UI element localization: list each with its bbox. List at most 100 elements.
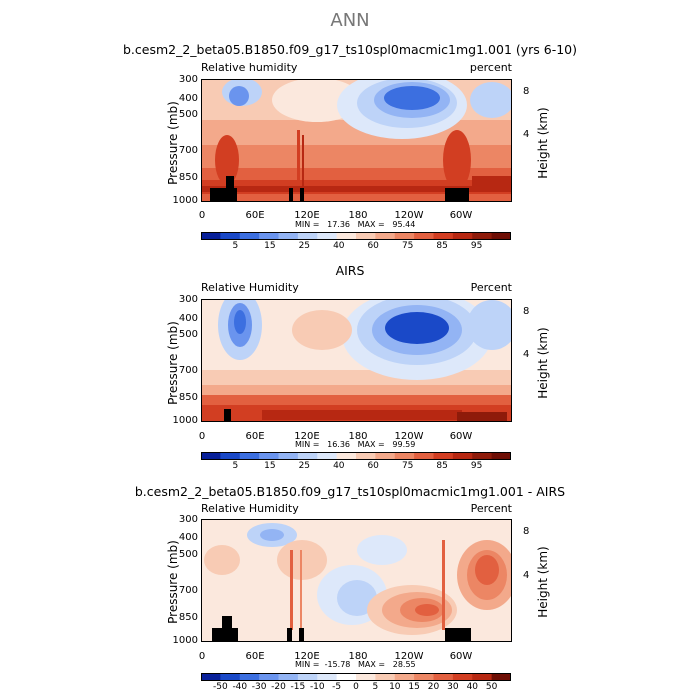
panel-title: b.cesm2_2_beta05.B1850.f09_g17_ts10spl0m…	[122, 42, 578, 57]
colorbar-swatch	[239, 232, 260, 240]
y-tick-label: 850	[178, 612, 198, 623]
colorbar-swatch	[317, 452, 338, 460]
colorbar-swatch	[356, 232, 376, 240]
colorbar-tick-label: 25	[298, 241, 311, 251]
colorbar-labels: 5 15 25 40 60 75 85 95	[201, 461, 511, 473]
colorbar-tick-label: 0	[353, 682, 359, 692]
colorbar-swatch	[472, 232, 493, 240]
colorbar-swatch	[259, 232, 280, 240]
colorbar-frame	[201, 673, 511, 681]
colorbar-swatch	[239, 673, 260, 681]
colorbar-swatch	[414, 452, 435, 460]
x-tick-label: 0	[198, 431, 206, 442]
x-tick-label: 60E	[245, 431, 265, 442]
colorbar-swatch	[414, 232, 435, 240]
colorbar-swatch	[259, 452, 280, 460]
heatmap-plot	[201, 519, 512, 642]
y-axis-right-label: Height (km)	[536, 327, 550, 399]
colorbar-tick-label: 10	[389, 682, 401, 692]
colorbar-swatch	[317, 232, 338, 240]
colorbar-swatch	[414, 673, 435, 681]
y-axis-right-label: Height (km)	[536, 546, 550, 618]
colorbar-tick-label: -15	[290, 682, 306, 692]
x-tick-label: 60E	[245, 651, 265, 662]
main-title: ANN	[330, 10, 370, 31]
height-tick-label: 8	[523, 526, 530, 537]
colorbar-tick-label: 5	[232, 241, 239, 251]
x-tick-label: 120E	[294, 210, 320, 221]
colorbar-tick-label: 95	[470, 461, 483, 471]
colorbar-swatch	[375, 232, 396, 240]
colorbar-tick-label: 50	[485, 682, 498, 692]
colorbar-swatch	[452, 452, 473, 460]
y-tick-label: 700	[178, 585, 198, 596]
colorbar-swatch	[297, 232, 318, 240]
colorbar-tick-label: 30	[447, 682, 459, 692]
colorbar-swatch	[297, 452, 318, 460]
colorbar-swatch	[201, 232, 221, 240]
y-tick-label: 300	[178, 514, 198, 525]
colorbar-swatch	[356, 673, 376, 681]
colorbar-swatch	[433, 452, 454, 460]
colorbar-tick-label: 15	[264, 461, 276, 471]
y-tick-label: 400	[178, 532, 198, 543]
colorbar-tick-label: -30	[251, 682, 267, 692]
colorbar-swatch	[317, 673, 338, 681]
height-tick-label: 4	[523, 129, 530, 140]
y-tick-label: 500	[178, 329, 198, 340]
colorbar-tick-label: 75	[401, 461, 414, 471]
colorbar-swatch	[259, 673, 280, 681]
colorbar-swatch	[336, 673, 357, 681]
colorbar-tick-label: 15	[408, 682, 420, 692]
x-tick-label: 60E	[245, 210, 265, 221]
colorbar-tick-label: 15	[264, 241, 276, 251]
x-tick-label: 120W	[394, 210, 424, 221]
colorbar-frame	[201, 452, 511, 460]
colorbar-swatch	[278, 452, 299, 460]
variable-label: Relative Humidity	[201, 502, 299, 515]
x-tick-label: 60W	[449, 651, 473, 662]
x-tick-label: 120W	[394, 431, 424, 442]
y-tick-label: 1000	[172, 195, 198, 206]
colorbar-swatch	[336, 452, 357, 460]
y-tick-label: 700	[178, 365, 198, 376]
y-tick-label: 300	[178, 74, 198, 85]
colorbar-tick-label: -20	[271, 682, 286, 692]
colorbar-tick-label: -40	[232, 682, 248, 692]
colorbar-tick-label: 75	[401, 241, 414, 251]
colorbar-swatch	[375, 673, 396, 681]
colorbar-tick-label: 5	[232, 461, 239, 471]
height-tick-label: 8	[523, 86, 530, 97]
x-tick-label: 180	[348, 651, 368, 662]
y-tick-label: 300	[178, 294, 198, 305]
colorbar-tick-label: 20	[427, 682, 440, 692]
heatmap-plot	[201, 79, 512, 202]
height-tick-label: 4	[523, 349, 530, 360]
colorbar-swatch	[278, 673, 299, 681]
y-tick-label: 500	[178, 109, 198, 120]
x-tick-label: 0	[198, 210, 206, 221]
x-tick-label: 0	[198, 651, 206, 662]
colorbar	[201, 673, 511, 681]
colorbar-swatch	[433, 232, 454, 240]
colorbar-swatch	[220, 452, 241, 460]
colorbar-tick-label: 85	[436, 461, 448, 471]
colorbar-tick-label: 40	[466, 682, 479, 692]
colorbar	[201, 232, 511, 240]
y-tick-label: 500	[178, 549, 198, 560]
colorbar-swatch	[201, 673, 221, 681]
colorbar-swatch	[220, 673, 241, 681]
colorbar-labels: -50 -40 -30 -20 -15 -10 -5 0 5 10 15 20 30 40 50	[201, 682, 511, 694]
colorbar-tick-label: 40	[333, 461, 345, 471]
unit-label: Percent	[470, 281, 512, 294]
y-axis-right-label: Height (km)	[536, 107, 550, 179]
colorbar-tick-label: 95	[470, 241, 483, 251]
y-tick-label: 400	[178, 313, 198, 324]
heatmap-field-model	[202, 80, 511, 201]
unit-label: Percent	[470, 502, 512, 515]
colorbar-swatch	[472, 673, 493, 681]
heatmap-plot	[201, 299, 512, 422]
unit-label: percent	[469, 61, 512, 74]
colorbar-swatch	[220, 232, 241, 240]
colorbar-tick-label: 5	[372, 682, 379, 692]
